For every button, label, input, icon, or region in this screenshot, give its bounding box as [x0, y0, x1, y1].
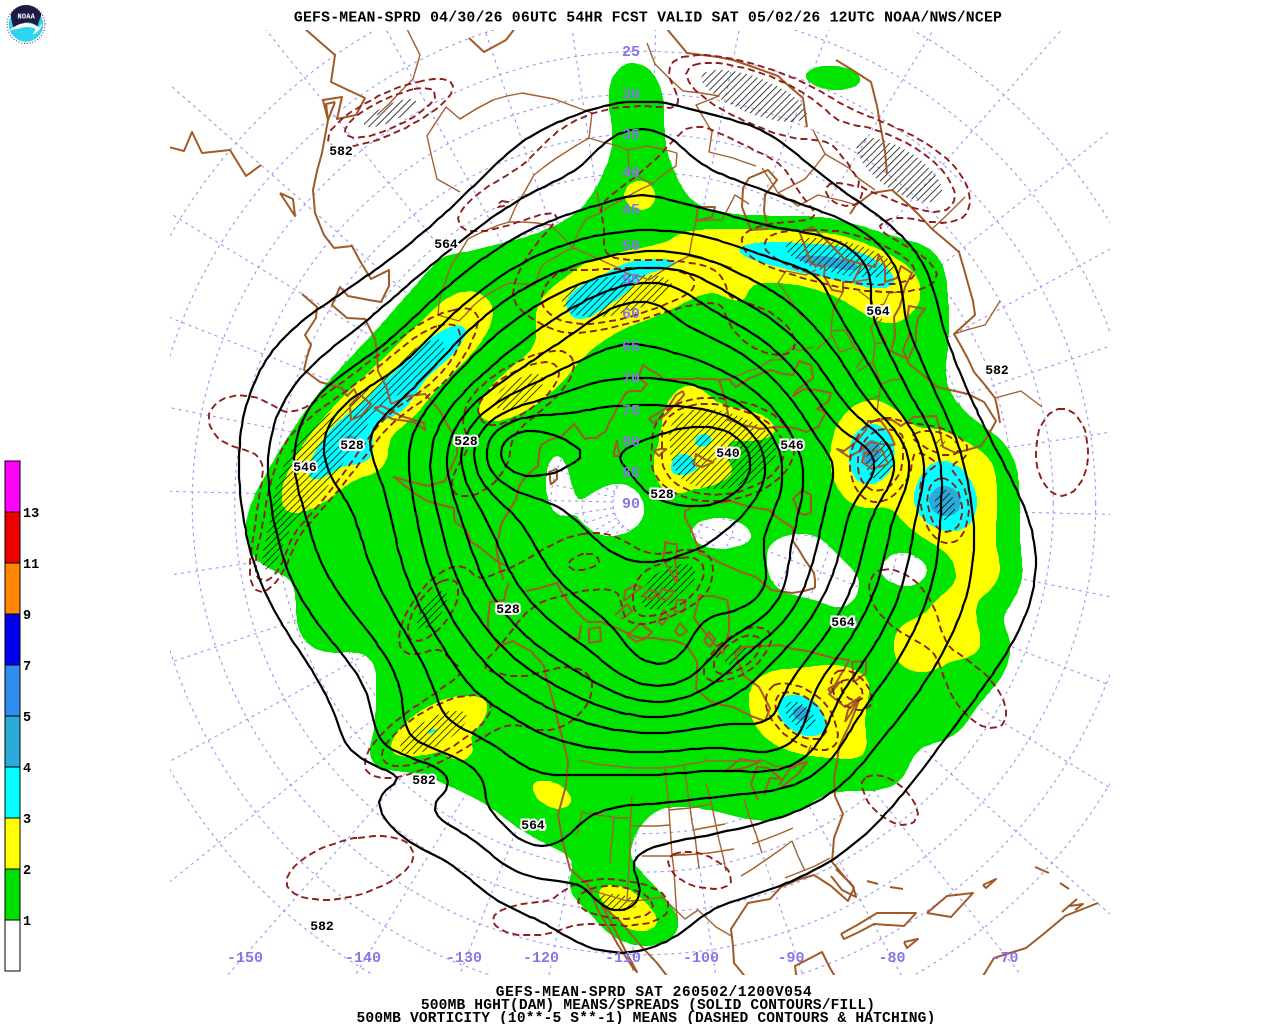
svg-text:528: 528 [496, 602, 520, 617]
svg-text:-150: -150 [227, 950, 263, 967]
svg-text:-80: -80 [878, 950, 905, 967]
svg-text:564: 564 [831, 615, 855, 630]
svg-text:30: 30 [622, 87, 640, 104]
svg-text:GEFS-MEAN-SPRD SAT 260502/1200: GEFS-MEAN-SPRD SAT 260502/1200V054 [496, 985, 812, 1001]
svg-text:500MB VORTICITY (10**-5 S**-1): 500MB VORTICITY (10**-5 S**-1) MEANS (DA… [357, 1011, 936, 1024]
svg-text:NOAA: NOAA [17, 13, 35, 21]
svg-text:GEFS-MEAN-SPRD 04/30/26 06UTC: GEFS-MEAN-SPRD 04/30/26 06UTC 54HR FCST … [294, 11, 1002, 27]
svg-text:55: 55 [622, 272, 640, 289]
svg-text:80: 80 [622, 434, 640, 451]
svg-text:11: 11 [23, 558, 39, 573]
svg-text:546: 546 [293, 460, 317, 475]
svg-text:528: 528 [650, 487, 674, 502]
svg-text:-110: -110 [605, 950, 641, 967]
svg-text:582: 582 [310, 919, 334, 934]
svg-text:9: 9 [23, 609, 31, 624]
svg-text:-100: -100 [683, 950, 719, 967]
svg-text:-90: -90 [777, 950, 804, 967]
svg-text:582: 582 [329, 144, 353, 159]
svg-text:-120: -120 [523, 950, 559, 967]
svg-text:2: 2 [23, 864, 31, 879]
svg-text:7: 7 [23, 660, 31, 675]
svg-text:564: 564 [521, 818, 545, 833]
svg-text:40: 40 [622, 165, 640, 182]
svg-text:75: 75 [622, 403, 640, 420]
svg-text:564: 564 [434, 237, 458, 252]
svg-text:582: 582 [412, 773, 436, 788]
svg-text:3: 3 [23, 813, 31, 828]
svg-text:70: 70 [622, 371, 640, 388]
svg-text:65: 65 [622, 339, 640, 356]
svg-text:-140: -140 [345, 950, 381, 967]
svg-text:50: 50 [622, 238, 640, 255]
svg-text:35: 35 [622, 127, 640, 144]
svg-text:5: 5 [23, 711, 31, 726]
svg-text:45: 45 [622, 202, 640, 219]
svg-text:1: 1 [23, 915, 31, 930]
svg-text:4: 4 [23, 762, 31, 777]
svg-text:500MB HGHT(DAM) MEANS/SPREADS: 500MB HGHT(DAM) MEANS/SPREADS (SOLID CON… [421, 998, 875, 1014]
svg-text:-70: -70 [991, 950, 1018, 967]
svg-text:60: 60 [622, 306, 640, 323]
svg-text:540: 540 [716, 446, 740, 461]
svg-text:528: 528 [454, 434, 478, 449]
svg-text:25: 25 [622, 44, 640, 61]
svg-text:582: 582 [985, 363, 1009, 378]
svg-text:564: 564 [866, 304, 890, 319]
svg-text:90: 90 [622, 496, 640, 513]
svg-text:546: 546 [780, 438, 804, 453]
svg-text:528: 528 [340, 438, 364, 453]
svg-text:85: 85 [622, 465, 640, 482]
svg-text:-130: -130 [446, 950, 482, 967]
svg-text:13: 13 [23, 507, 39, 522]
